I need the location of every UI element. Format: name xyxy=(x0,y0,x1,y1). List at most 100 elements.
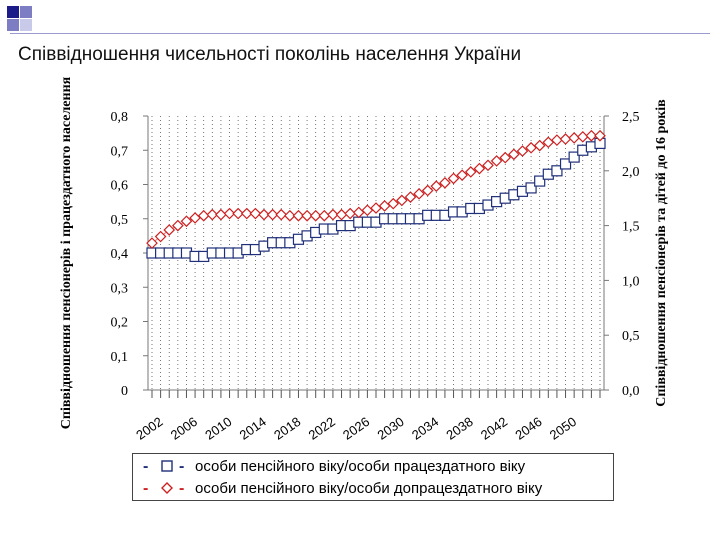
legend-label: особи пенсійного віку/особи працездатног… xyxy=(195,458,526,475)
x-tick-label: 2038 xyxy=(443,414,475,443)
legend-entry-1: - - особи пенсійного віку/особи працезда… xyxy=(133,457,613,479)
diamond-data-point xyxy=(146,237,158,249)
y-left-tick-label: 0,5 xyxy=(111,213,129,228)
y-right-tick-label: 1,5 xyxy=(622,220,640,235)
diamond-data-point xyxy=(232,207,245,220)
x-tick-label: 2002 xyxy=(133,414,165,443)
diamond-data-point xyxy=(404,191,417,203)
diamond-data-point xyxy=(585,129,598,142)
diamond-data-point xyxy=(180,215,193,228)
legend-dash-right: - xyxy=(179,480,185,497)
square-data-point xyxy=(559,158,572,170)
legend-label: особи пенсійного віку/особи допрацездатн… xyxy=(195,480,543,497)
y-left-tick-label: 0,7 xyxy=(111,144,129,159)
x-tick-label: 2026 xyxy=(340,414,372,443)
diamond-data-point xyxy=(516,145,529,157)
x-tick-label: 2014 xyxy=(237,414,269,443)
diamond-data-point xyxy=(447,172,460,185)
x-tick-label: 2010 xyxy=(202,414,234,443)
diamond-data-point xyxy=(249,207,262,220)
deco-square-mid xyxy=(20,6,32,18)
diamond-data-point xyxy=(370,202,382,214)
x-tick-label: 2042 xyxy=(478,414,510,443)
y-left-tick-label: 0,2 xyxy=(111,316,129,331)
y-right-tick-label: 2,0 xyxy=(622,165,640,180)
diamond-data-point xyxy=(258,208,270,221)
diamond-data-point xyxy=(551,134,563,146)
square-marker-icon xyxy=(161,460,173,472)
diamond-data-point xyxy=(456,169,469,182)
line-chart: 2002 2006 2010 2014 2018 2022 2026 2030 2034 2038… xyxy=(59,76,669,443)
deco-square-dark xyxy=(7,6,19,18)
diamond-data-point xyxy=(301,209,313,222)
deco-square-light xyxy=(7,19,19,31)
diamond-data-point xyxy=(594,129,606,142)
slide-decoration xyxy=(7,6,32,31)
diamond-data-point xyxy=(482,159,494,172)
diamond-data-point xyxy=(430,180,443,192)
legend-entry-2: - - особи пенсійного віку/особи допрацез… xyxy=(133,479,613,501)
legend-dash-left: - xyxy=(143,458,149,475)
diamond-data-point xyxy=(361,204,374,217)
y-left-tick-label: 0 xyxy=(121,384,128,399)
diamond-data-point xyxy=(240,207,253,220)
y-left-tick-label: 0,1 xyxy=(111,350,129,365)
diamond-data-point xyxy=(266,208,279,221)
diamond-data-point xyxy=(197,209,210,222)
diamond-data-point xyxy=(275,208,288,221)
diamond-data-point xyxy=(568,132,581,144)
chart-legend: - - особи пенсійного віку/особи працезда… xyxy=(132,453,614,501)
diamond-data-point xyxy=(318,209,331,222)
y-left-tick-label: 0,4 xyxy=(111,247,129,262)
diamond-data-point xyxy=(309,209,322,222)
diamond-data-point xyxy=(413,187,425,200)
diamond-data-point xyxy=(507,148,520,161)
y-right-tick-label: 1,0 xyxy=(622,274,640,289)
square-data-point xyxy=(551,165,563,177)
diamond-data-point xyxy=(206,208,219,221)
diamond-data-point xyxy=(378,200,391,212)
y-left-tick-label: 0,6 xyxy=(111,179,129,194)
diamond-data-point xyxy=(395,194,408,207)
x-tick-label: 2050 xyxy=(547,414,579,443)
diamond-data-point xyxy=(344,207,357,220)
diamond-data-point xyxy=(533,139,546,152)
x-tick-label: 2030 xyxy=(375,414,407,443)
diamond-data-point xyxy=(559,133,572,145)
diamond-data-point xyxy=(439,177,451,189)
legend-dash-left: - xyxy=(143,480,149,497)
diamond-data-point xyxy=(387,197,400,210)
y-left-tick-label: 0,8 xyxy=(111,110,129,125)
diamond-data-point xyxy=(499,151,512,164)
y-right-tick-label: 0,5 xyxy=(622,329,640,344)
diamond-data-point xyxy=(283,209,296,222)
square-data-point xyxy=(534,175,546,187)
diamond-data-point xyxy=(576,130,589,143)
x-tick-label: 2018 xyxy=(271,414,303,443)
diamond-data-point xyxy=(292,209,305,222)
x-tick-label: 2022 xyxy=(306,414,338,443)
x-tick-label: 2006 xyxy=(168,414,200,443)
y-right-tick-label: 2,5 xyxy=(622,110,640,125)
deco-square-pale xyxy=(20,19,32,31)
y-left-axis-title: Співвідношення пенсіонерів і працездатно… xyxy=(59,76,74,429)
diamond-data-point xyxy=(335,208,348,221)
y-left-tick-label: 0,3 xyxy=(111,281,129,296)
diamond-data-point xyxy=(421,184,434,197)
square-data-point xyxy=(525,182,537,194)
y-right-axis-title: Співвідношення пенсіонерів та дітей до 1… xyxy=(654,99,669,407)
x-tick-label: 2046 xyxy=(512,414,544,443)
legend-dash-right: - xyxy=(179,458,185,475)
diamond-data-point xyxy=(352,206,365,219)
slide-title: Співвідношення чисельності поколінь насе… xyxy=(18,44,522,65)
x-tick-label: 2034 xyxy=(409,414,441,443)
y-right-tick-label: 0,0 xyxy=(622,384,640,399)
diamond-data-point xyxy=(171,219,184,232)
diamond-data-point xyxy=(327,208,339,221)
diamond-data-point xyxy=(163,224,176,236)
diamond-data-point xyxy=(473,162,486,175)
diamond-data-point xyxy=(215,208,227,221)
diamond-marker-icon xyxy=(161,482,173,494)
diamond-data-point xyxy=(490,155,503,167)
diamond-data-point xyxy=(464,166,477,178)
